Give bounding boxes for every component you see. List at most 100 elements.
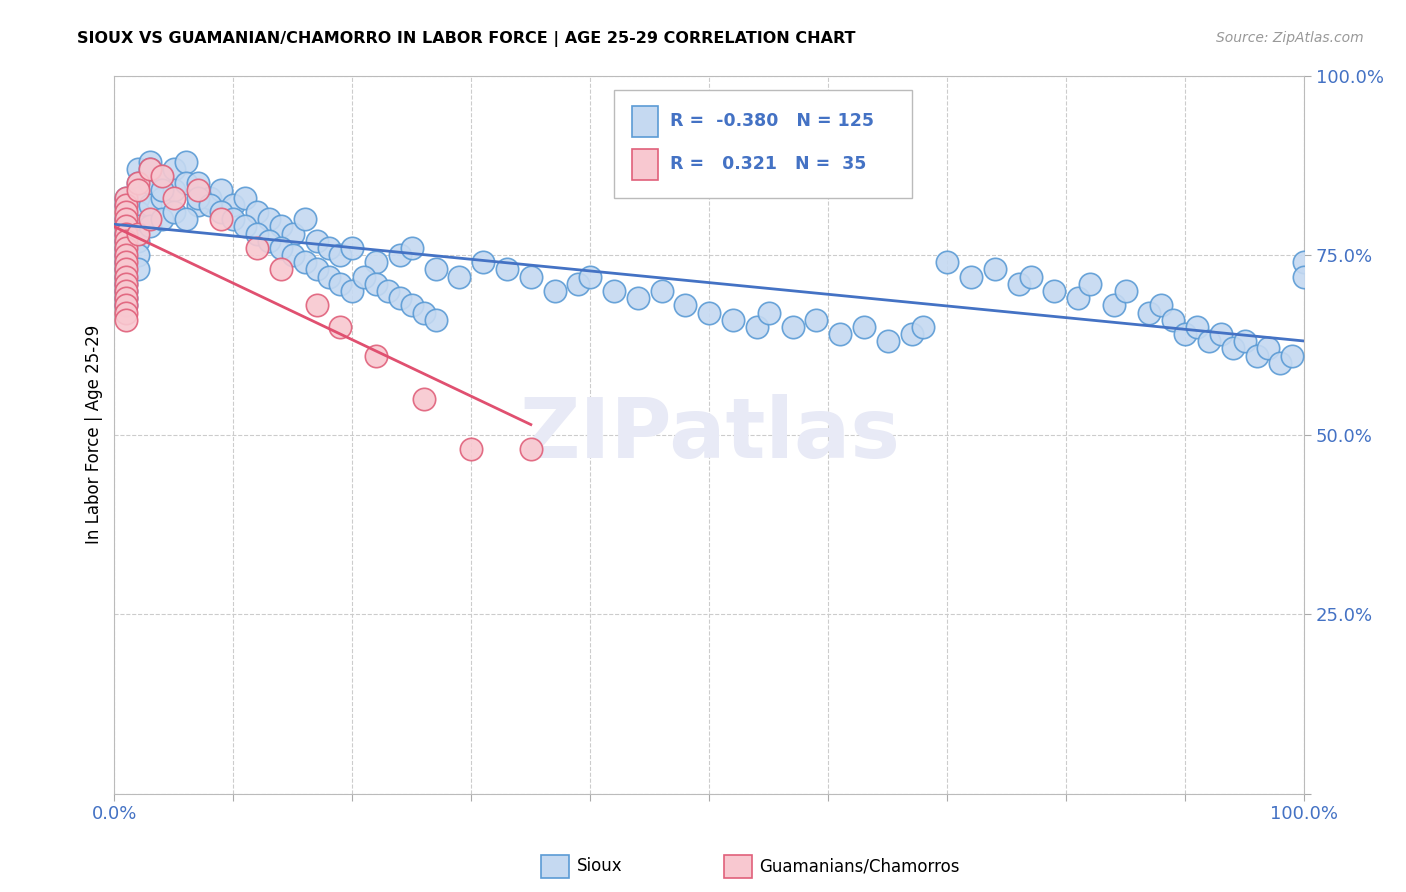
Point: [366, 349, 388, 363]
Point: [115, 212, 138, 227]
Point: [246, 227, 269, 241]
Point: [233, 191, 256, 205]
Point: [211, 183, 233, 197]
Point: [1294, 269, 1316, 284]
Point: [342, 241, 364, 255]
Point: [174, 176, 197, 190]
Point: [912, 319, 935, 334]
Point: [876, 334, 898, 349]
Point: [187, 198, 209, 212]
Point: [830, 327, 852, 342]
Point: [318, 241, 340, 255]
Text: R =  -0.380   N = 125: R = -0.380 N = 125: [671, 112, 875, 129]
Point: [543, 284, 565, 298]
Point: [115, 227, 138, 241]
Point: [115, 198, 138, 212]
Point: [198, 191, 221, 205]
Point: [127, 176, 149, 190]
Point: [115, 269, 138, 284]
Point: [412, 392, 434, 406]
Point: [187, 183, 209, 197]
Point: [115, 191, 138, 205]
Point: [115, 241, 138, 255]
Point: [115, 198, 138, 212]
Point: [115, 205, 138, 219]
FancyBboxPatch shape: [631, 150, 658, 179]
Point: [115, 262, 138, 277]
Point: [115, 234, 138, 248]
Point: [139, 154, 162, 169]
Point: [115, 298, 138, 312]
Point: [115, 277, 138, 291]
Point: [139, 176, 162, 190]
Point: [449, 269, 471, 284]
Point: [150, 183, 173, 197]
Point: [150, 212, 173, 227]
Point: [1161, 312, 1184, 326]
Point: [1233, 334, 1256, 349]
Point: [1294, 255, 1316, 269]
Point: [294, 255, 316, 269]
Point: [115, 277, 138, 291]
Point: [163, 183, 186, 197]
Point: [222, 212, 245, 227]
Point: [388, 291, 411, 305]
Point: [127, 191, 149, 205]
Point: [174, 212, 197, 227]
FancyBboxPatch shape: [614, 90, 911, 198]
Point: [281, 248, 304, 262]
Text: Guamanians/Chamorros: Guamanians/Chamorros: [759, 857, 960, 875]
Point: [294, 212, 316, 227]
Point: [603, 284, 626, 298]
Point: [1209, 327, 1232, 342]
Point: [627, 291, 650, 305]
Point: [697, 305, 720, 319]
FancyBboxPatch shape: [631, 106, 658, 136]
Point: [329, 319, 352, 334]
Point: [139, 198, 162, 212]
Point: [388, 248, 411, 262]
Point: [246, 241, 269, 255]
Point: [1102, 298, 1125, 312]
Point: [675, 298, 697, 312]
Point: [758, 305, 780, 319]
Point: [127, 248, 149, 262]
Point: [139, 161, 162, 176]
Point: [127, 183, 149, 197]
Point: [425, 262, 447, 277]
Point: [115, 234, 138, 248]
Point: [366, 277, 388, 291]
Point: [150, 169, 173, 183]
Point: [425, 312, 447, 326]
Point: [115, 227, 138, 241]
Point: [401, 298, 423, 312]
Point: [127, 161, 149, 176]
Point: [115, 291, 138, 305]
Point: [745, 319, 768, 334]
Point: [1067, 291, 1090, 305]
Point: [163, 161, 186, 176]
Point: [1222, 342, 1244, 356]
Point: [567, 277, 589, 291]
Point: [1078, 277, 1101, 291]
Point: [211, 212, 233, 227]
Point: [960, 269, 983, 284]
Point: [1270, 356, 1292, 370]
Point: [353, 269, 375, 284]
Point: [936, 255, 959, 269]
Point: [233, 219, 256, 234]
Point: [852, 319, 875, 334]
Point: [127, 227, 149, 241]
Point: [721, 312, 744, 326]
Text: Sioux: Sioux: [576, 857, 621, 875]
Point: [139, 219, 162, 234]
Point: [401, 241, 423, 255]
Point: [115, 284, 138, 298]
Point: [281, 227, 304, 241]
Point: [412, 305, 434, 319]
Point: [115, 255, 138, 269]
Point: [1115, 284, 1137, 298]
Point: [520, 269, 543, 284]
Point: [115, 248, 138, 262]
Point: [1174, 327, 1197, 342]
